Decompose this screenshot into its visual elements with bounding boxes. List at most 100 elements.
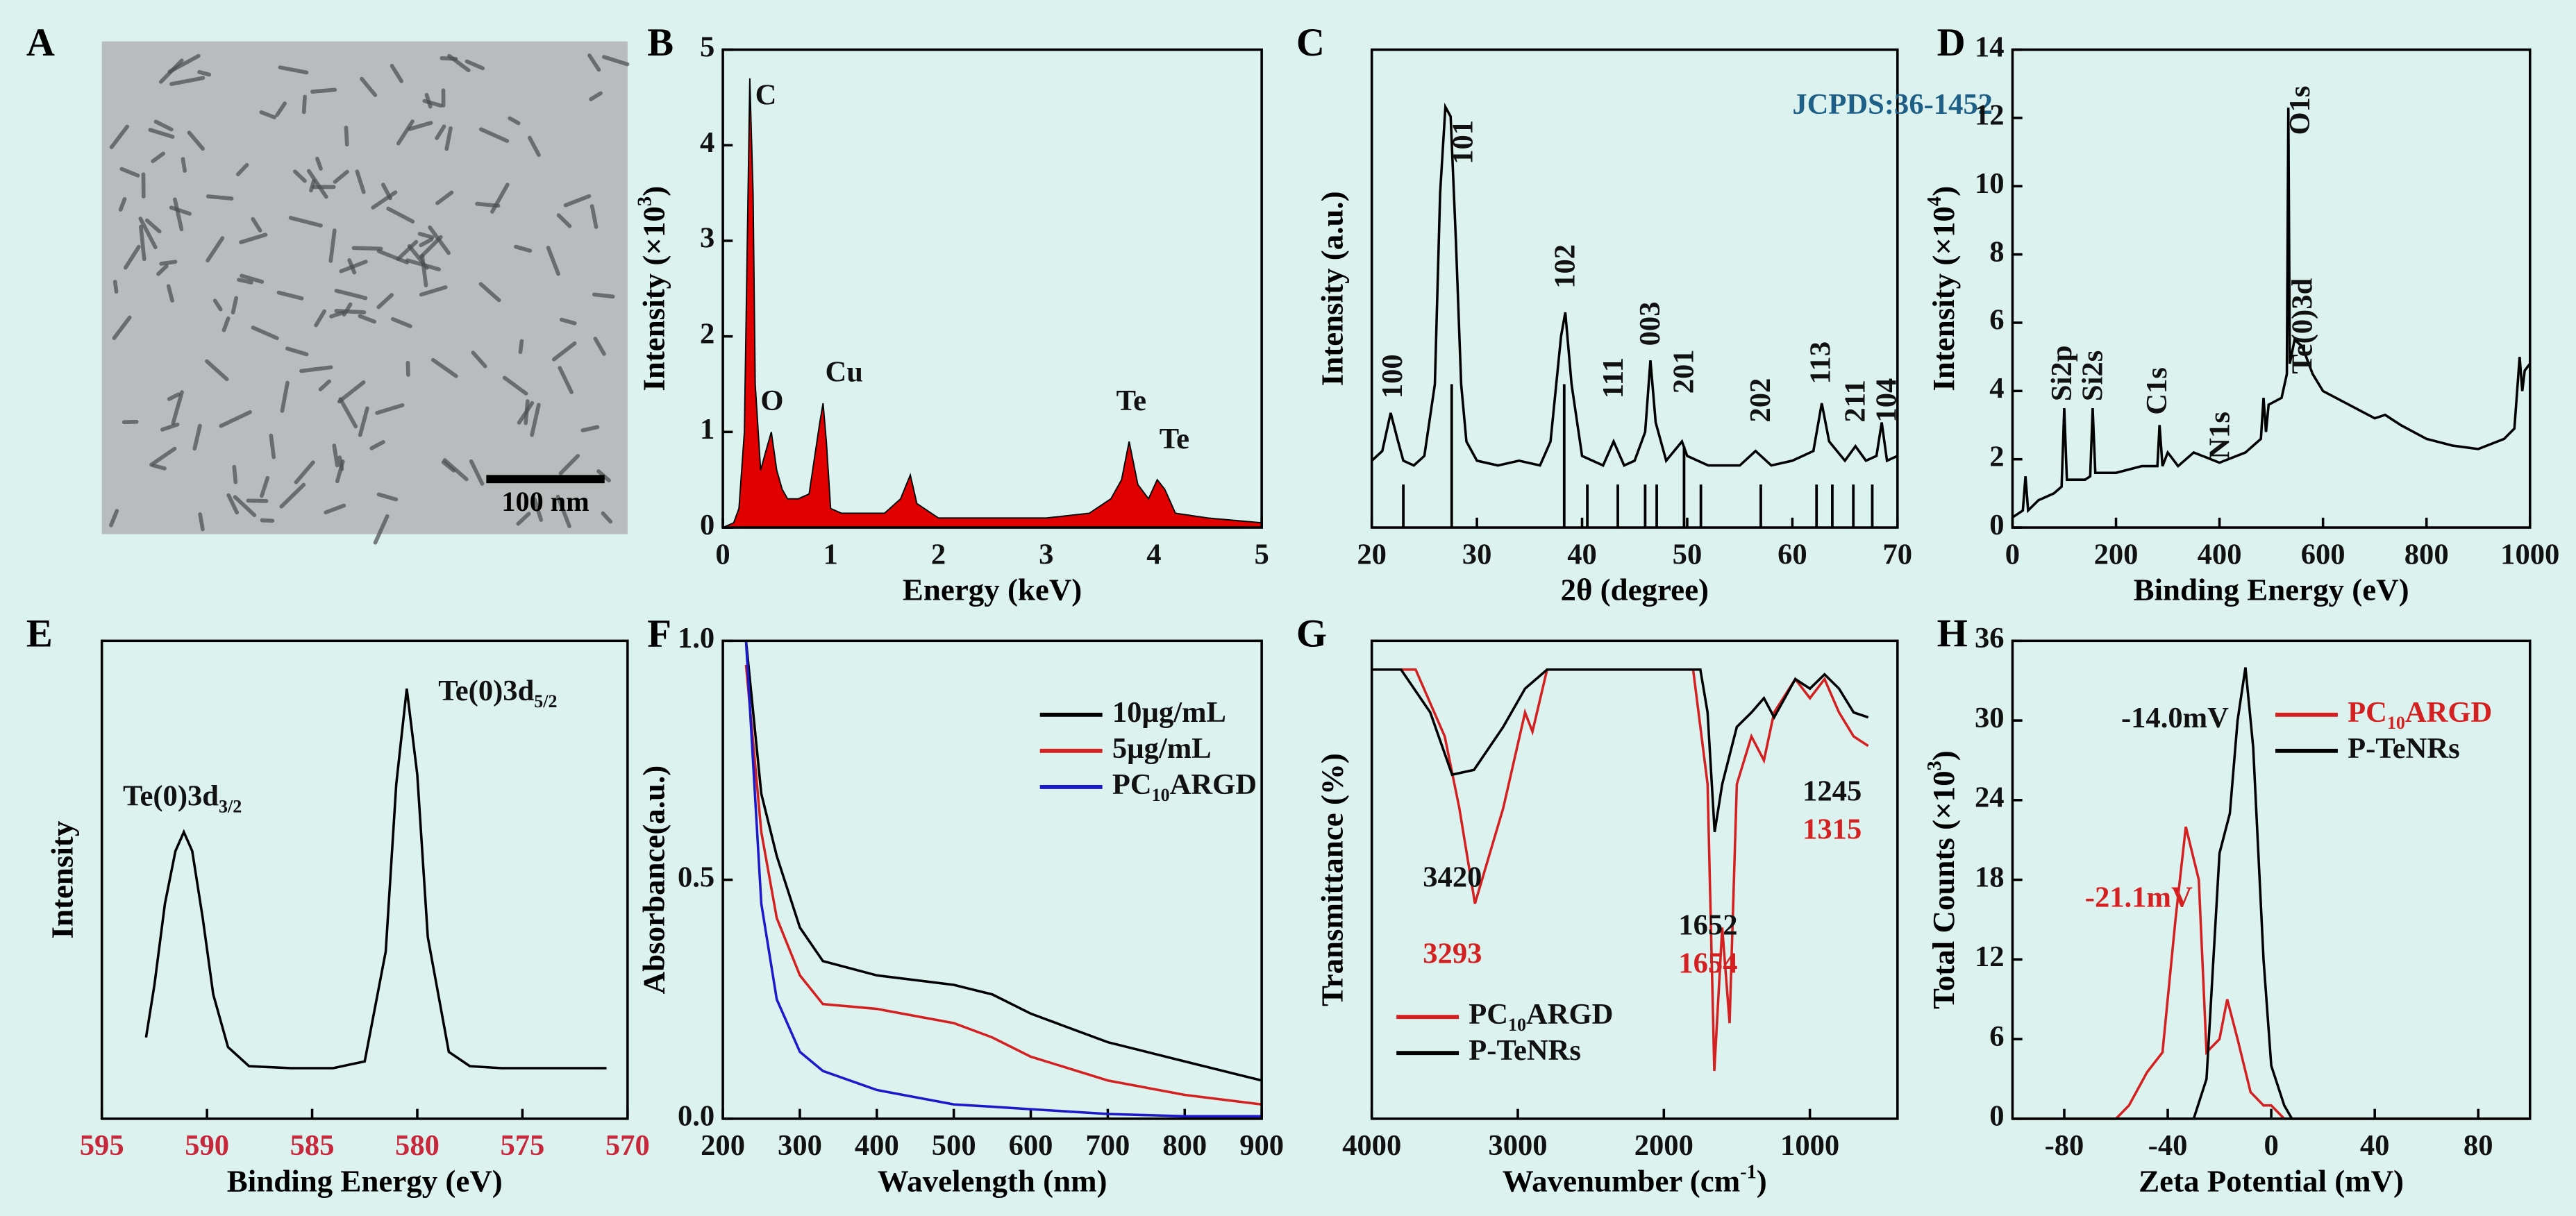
panel-label: G — [1296, 612, 1327, 656]
x-tick-label: 200 — [701, 1129, 745, 1162]
xlabel: Binding Energy (eV) — [2134, 573, 2409, 607]
annotation-text: N1s — [2203, 412, 2236, 459]
x-tick-label: 600 — [2301, 538, 2345, 571]
nanorod — [167, 392, 181, 401]
annotation-text: 1654 — [1678, 947, 1737, 979]
nanorod — [337, 380, 366, 404]
nanorod — [471, 351, 487, 369]
x-tick-label: 580 — [395, 1129, 440, 1162]
x-tick-label: 0 — [2005, 538, 2020, 571]
nanorod — [169, 205, 192, 216]
x-axis-title: Energy (keV) — [903, 573, 1082, 607]
nanorod — [160, 422, 180, 432]
nanorod — [580, 425, 600, 432]
nanorod — [333, 169, 349, 184]
nanorod — [337, 455, 344, 471]
annotation: 1245 — [1803, 775, 1862, 807]
nanorod — [347, 258, 357, 275]
x-tick-label: 595 — [80, 1129, 124, 1162]
nanorod — [490, 183, 510, 214]
nanorod — [251, 217, 262, 233]
x-tick-label: 40 — [1567, 538, 1597, 571]
annotation-text: 3420 — [1423, 861, 1482, 893]
micrograph — [101, 41, 628, 534]
series-line — [744, 641, 1262, 1118]
nanorod — [342, 302, 353, 317]
annotation-text: 211 — [1839, 380, 1871, 423]
nanorod — [469, 459, 485, 486]
annotation-text: 102 — [1548, 244, 1581, 289]
y-tick-label: 2 — [700, 317, 714, 350]
annotation-text: Te — [1116, 385, 1146, 417]
legend-label: PC10ARGD — [1469, 998, 1613, 1036]
xlabel: Zeta Potential (mV) — [2139, 1164, 2404, 1199]
xlabel-tail: ) — [1757, 1164, 1767, 1199]
series-line — [144, 688, 607, 1070]
annotation: N1s — [2203, 412, 2236, 459]
nanorod — [219, 409, 252, 428]
x-tick-label: 800 — [2404, 538, 2449, 571]
x-tick-label: -80 — [2045, 1129, 2084, 1162]
annotation-text: Si2s — [2076, 351, 2109, 401]
annotation: Cu — [826, 355, 863, 388]
annotation-text: O1s — [2284, 86, 2316, 135]
nanorod — [318, 379, 331, 391]
y-tick-label: 30 — [1975, 702, 2005, 734]
x-tick-label: 800 — [1162, 1129, 1207, 1162]
xlabel: Binding Energy (eV) — [227, 1164, 503, 1199]
annotation-text: Te(0)3d — [438, 675, 534, 707]
x-tick-label: 60 — [1778, 538, 1807, 571]
y-tick-label: 4 — [1989, 372, 2004, 405]
nanorod — [559, 317, 577, 326]
nanorod — [551, 341, 577, 362]
x-tick-label: 400 — [2198, 538, 2242, 571]
nanorod — [422, 99, 443, 108]
annotation: C — [755, 78, 777, 111]
nanorod — [430, 357, 458, 378]
annotation: -21.1mV — [2085, 881, 2193, 913]
y-tick-label: 2 — [1989, 440, 2004, 473]
annotation-text: 1315 — [1803, 813, 1862, 845]
nanorod — [309, 178, 316, 193]
annotation-text: 113 — [1804, 341, 1837, 385]
nanorod — [288, 216, 323, 228]
nanorod — [516, 512, 531, 526]
y-tick-label: 8 — [1989, 235, 2004, 268]
x-tick-label: 1 — [823, 538, 838, 571]
y-axis-title: Intensity (×103) — [634, 186, 671, 391]
x-tick-label: 570 — [605, 1129, 650, 1162]
nanorod — [226, 493, 240, 515]
nanorod — [465, 59, 485, 71]
annotation-text: C — [755, 78, 777, 111]
xlabel: Energy (keV) — [903, 573, 1082, 607]
nanorod — [171, 390, 184, 425]
y-tick-label: 12 — [1975, 940, 2005, 973]
nanorod — [246, 498, 269, 503]
annotation-text: JCPDS:36-1452 — [1792, 88, 1993, 121]
annotation: Si2p — [2046, 346, 2078, 401]
nanorod — [231, 296, 239, 315]
nanorod — [198, 512, 205, 532]
annotation: 111 — [1597, 357, 1630, 398]
panel-label: E — [26, 612, 53, 656]
annotation: 104 — [1870, 378, 1902, 423]
x-tick-label: 80 — [2464, 1129, 2493, 1162]
annotation-text: 3293 — [1423, 938, 1482, 970]
x-tick-label: 300 — [778, 1129, 822, 1162]
nanorod — [592, 292, 615, 299]
nanorod — [112, 280, 119, 294]
y-axis-title: Intensity (a.u.) — [1315, 191, 1350, 386]
x-axis-title: Zeta Potential (mV) — [2139, 1164, 2404, 1199]
x-tick-label: 2000 — [1634, 1129, 1693, 1162]
x-tick-label: 4 — [1146, 538, 1161, 571]
plot-frame — [721, 639, 1263, 1120]
plot-frame — [721, 48, 1263, 529]
annotation: 113 — [1804, 341, 1837, 385]
series-line — [1371, 102, 1898, 467]
nanorod — [187, 130, 205, 151]
x-tick-label: 0 — [715, 538, 730, 571]
scale-bar-label: 100 nm — [501, 486, 589, 517]
annotation-text: 1652 — [1678, 909, 1737, 941]
nanorod — [148, 128, 175, 139]
